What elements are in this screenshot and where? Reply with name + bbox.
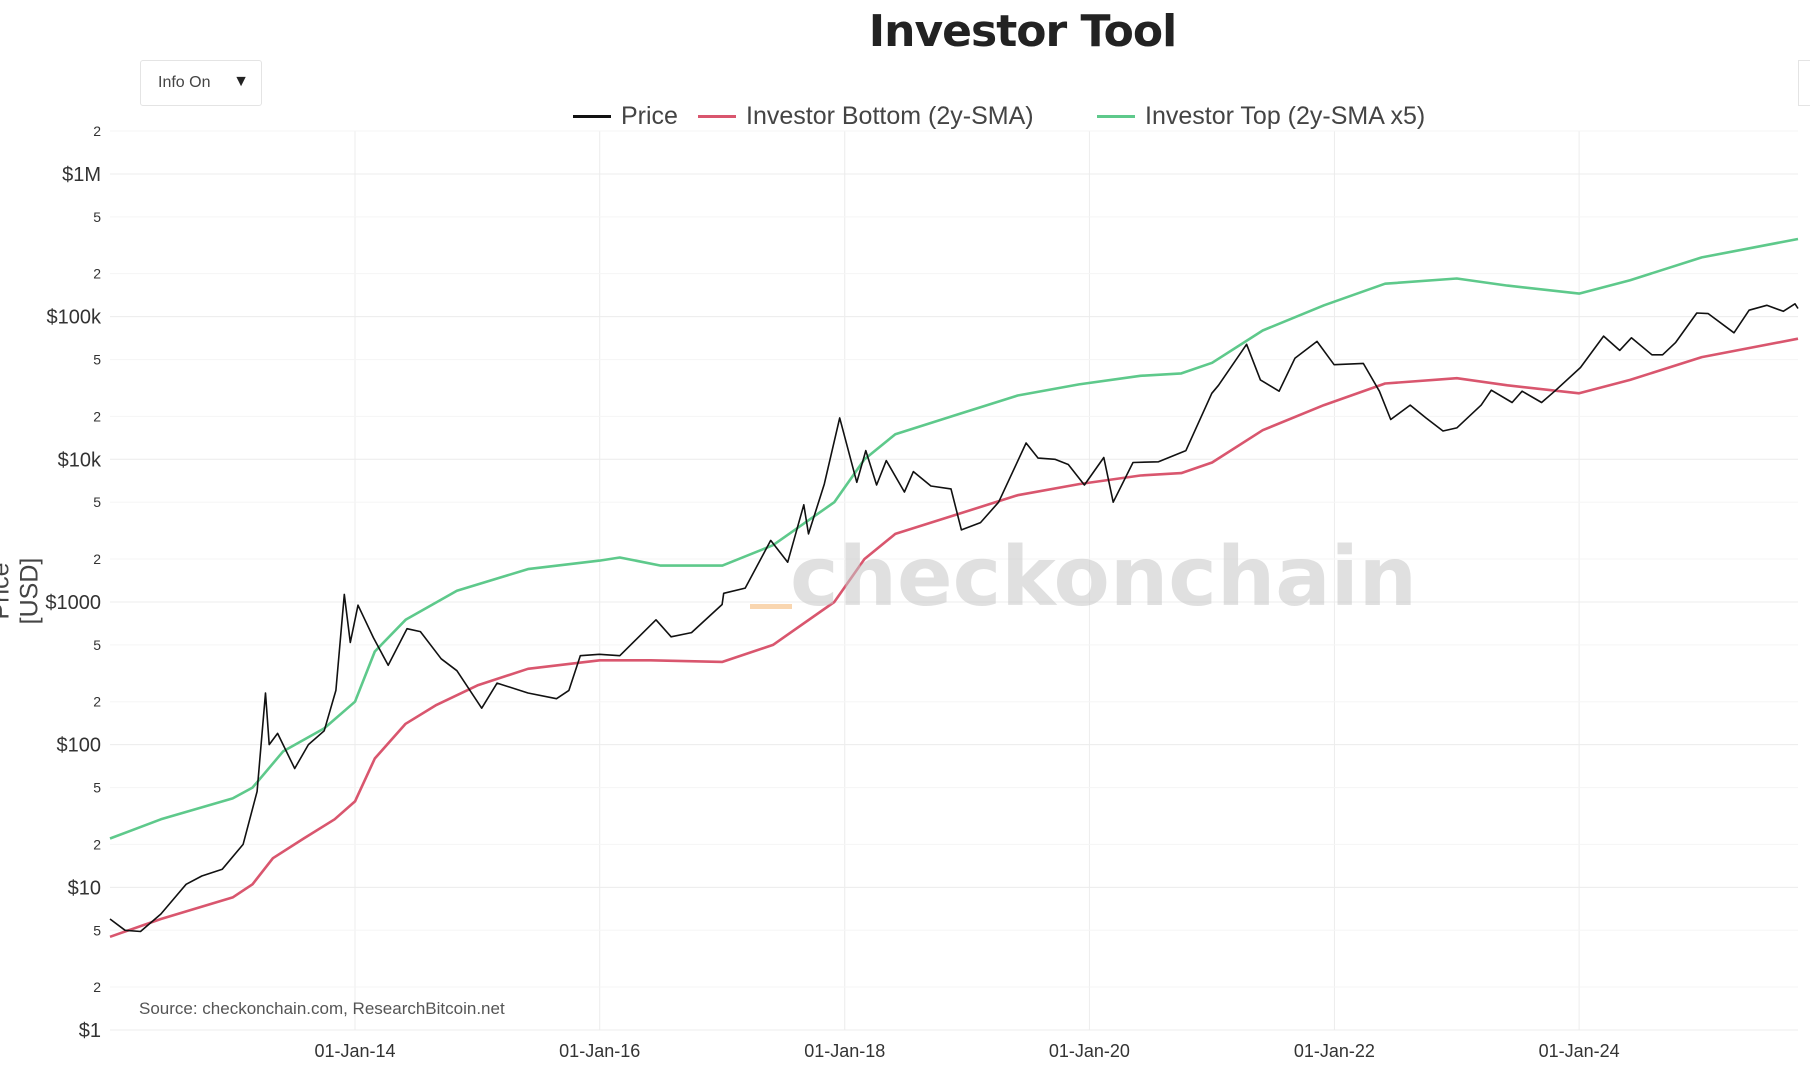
y-tick-label: $100 [57, 735, 102, 757]
y-tick-label: $1M [62, 164, 101, 186]
chevron-down-icon: ▼ [233, 73, 249, 90]
y-tick-label: $10 [68, 877, 101, 899]
y-minor-tick-label: 5 [93, 352, 101, 368]
legend-swatch-price [573, 115, 611, 118]
y-minor-tick-label: 2 [93, 123, 101, 139]
x-tick-label: 01-Jan-16 [559, 1041, 640, 1061]
y-minor-tick-label: 2 [93, 551, 101, 567]
y-tick-label: $100k [47, 307, 102, 329]
legend-label-price: Price [621, 102, 678, 130]
y-minor-tick-label: 2 [93, 694, 101, 710]
watermark: checkonchain [790, 530, 1418, 625]
legend-label-investor-top: Investor Top (2y-SMA x5) [1145, 102, 1426, 130]
series-investor-top-line [109, 237, 1799, 840]
y-minor-tick-label: 2 [93, 408, 101, 424]
y-axis-title: Price [USD] [0, 557, 44, 625]
y-minor-tick-label: 2 [93, 266, 101, 282]
legend-swatch-investor-top [1097, 115, 1135, 118]
x-tick-label: 01-Jan-18 [804, 1041, 885, 1061]
legend-swatch-investor-bottom [698, 115, 736, 118]
toolbar-edge [1798, 60, 1810, 106]
watermark-logo-mark [750, 604, 792, 609]
chart-title: Investor Tool [868, 6, 1177, 57]
y-minor-tick-label: 5 [93, 780, 101, 796]
x-tick-label: 01-Jan-14 [314, 1041, 395, 1061]
y-minor-tick-label: 5 [93, 209, 101, 225]
y-minor-tick-label: 2 [93, 836, 101, 852]
y-minor-tick-label: 2 [93, 979, 101, 995]
x-tick-label: 01-Jan-20 [1049, 1041, 1130, 1061]
y-tick-label: $1000 [45, 592, 101, 614]
y-minor-tick-label: 5 [93, 637, 101, 653]
y-tick-label: $1 [79, 1020, 101, 1042]
x-tick-label: 01-Jan-22 [1294, 1041, 1375, 1061]
y-minor-tick-label: 5 [93, 494, 101, 510]
y-tick-label: $10k [58, 449, 102, 471]
x-tick-label: 01-Jan-24 [1539, 1041, 1620, 1061]
source-note: Source: checkonchain.com, ResearchBitcoi… [139, 999, 505, 1018]
legend-label-investor-bottom: Investor Bottom (2y-SMA) [746, 102, 1034, 130]
series-investor-bottom-line [109, 337, 1799, 939]
info-toggle-dropdown[interactable]: Info On ▼ [140, 60, 262, 106]
y-minor-tick-label: 5 [93, 922, 101, 938]
series-price-line [109, 303, 1799, 933]
dropdown-label: Info On [158, 74, 211, 91]
